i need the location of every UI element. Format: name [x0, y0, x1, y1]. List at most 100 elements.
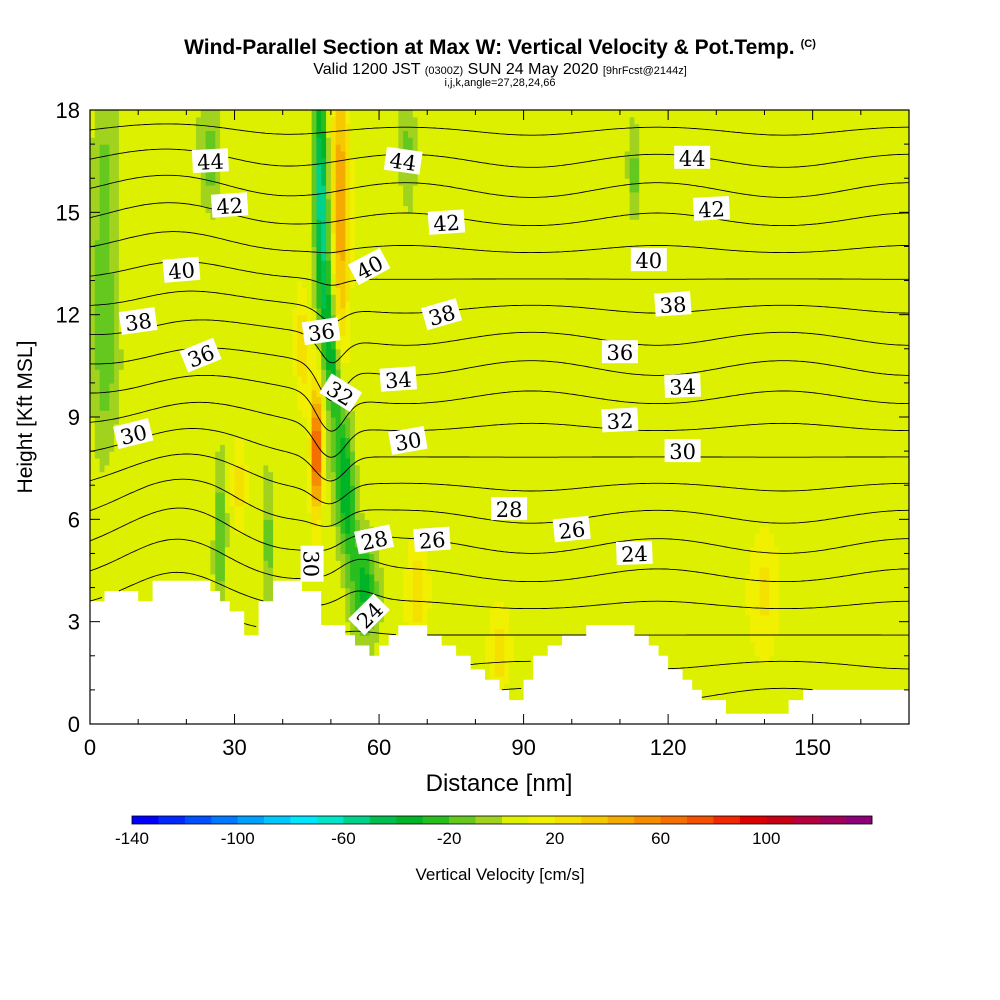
velocity-cell [721, 621, 727, 630]
velocity-cell [393, 526, 399, 534]
velocity-cell [566, 628, 573, 636]
velocity-cell [677, 601, 684, 609]
velocity-cell [600, 532, 607, 541]
velocity-cell [345, 567, 351, 575]
velocity-cell [817, 587, 823, 595]
velocity-cell [778, 553, 785, 561]
velocity-cell [518, 683, 525, 691]
velocity-cell [518, 594, 525, 602]
velocity-cell [518, 539, 525, 548]
velocity-cell [870, 546, 876, 555]
velocity-cell [176, 539, 183, 548]
velocity-cell [552, 628, 558, 636]
velocity-cell [542, 614, 549, 623]
velocity-cell [513, 655, 520, 664]
velocity-cell [725, 683, 732, 691]
velocity-cell [354, 560, 361, 568]
velocity-cell [475, 526, 481, 534]
velocity-cell [856, 628, 862, 636]
velocity-cell [538, 560, 544, 568]
velocity-cell [114, 553, 120, 561]
velocity-cell [730, 539, 737, 548]
velocity-cell [460, 628, 467, 636]
velocity-cell [552, 560, 558, 568]
velocity-cell [499, 573, 505, 582]
velocity-cell [658, 539, 664, 548]
velocity-cell [562, 539, 568, 548]
velocity-cell [880, 676, 886, 684]
velocity-cell [562, 601, 568, 609]
velocity-cell [668, 553, 674, 561]
velocity-cell [282, 539, 289, 548]
velocity-cell [701, 628, 708, 636]
subtitle-forecast: [9hrFcst@2144z] [602, 65, 687, 77]
velocity-cell [745, 580, 751, 589]
velocity-cell [778, 655, 785, 664]
velocity-cell [263, 567, 269, 575]
velocity-cell [383, 614, 390, 623]
velocity-cell [432, 621, 438, 630]
velocity-cell [711, 573, 717, 582]
velocity-cell [253, 573, 260, 582]
velocity-cell [600, 614, 607, 623]
velocity-cell [687, 648, 693, 657]
velocity-cell [451, 614, 457, 623]
velocity-cell [374, 553, 380, 561]
velocity-cell [330, 546, 337, 555]
velocity-cell [764, 662, 770, 671]
velocity-cell [706, 567, 713, 575]
velocity-cell [735, 669, 741, 677]
velocity-cell [904, 642, 909, 650]
velocity-cell [759, 662, 766, 671]
velocity-cell [566, 553, 573, 561]
velocity-cell [668, 655, 674, 664]
velocity-cell [889, 539, 896, 548]
velocity-cell [123, 573, 130, 582]
velocity-cell [610, 614, 616, 623]
velocity-cell [836, 662, 843, 671]
velocity-cell [778, 689, 785, 698]
velocity-cell [894, 601, 900, 609]
velocity-cell [220, 573, 226, 582]
velocity-cell [682, 546, 688, 555]
velocity-cell [759, 532, 766, 541]
velocity-cell [658, 526, 664, 534]
velocity-cell [774, 655, 780, 664]
velocity-cell [538, 648, 544, 657]
velocity-cell [456, 614, 462, 623]
velocity-cell [889, 621, 896, 630]
velocity-cell [750, 532, 756, 541]
velocity-cell [176, 532, 183, 541]
velocity-cell [725, 608, 732, 616]
velocity-cell [538, 614, 544, 623]
velocity-cell [335, 614, 342, 623]
velocity-cell [364, 560, 371, 568]
velocity-cell [827, 669, 833, 677]
velocity-cell [875, 553, 881, 561]
velocity-cell [248, 526, 255, 534]
velocity-cell [639, 532, 645, 541]
velocity-cell [889, 580, 896, 589]
velocity-cell [672, 662, 679, 671]
velocity-cell [875, 628, 881, 636]
velocity-cell [827, 608, 833, 616]
velocity-cell [788, 689, 794, 698]
velocity-cell [268, 560, 274, 568]
velocity-cell [672, 655, 679, 664]
velocity-cell [639, 573, 645, 582]
velocity-cell [865, 642, 872, 650]
velocity-cell [798, 655, 804, 664]
velocity-cell [475, 580, 481, 589]
velocity-cell [783, 669, 790, 677]
velocity-cell [509, 546, 515, 555]
velocity-cell [94, 539, 101, 548]
velocity-cell [841, 560, 847, 568]
velocity-cell [547, 526, 554, 534]
velocity-cell [759, 676, 766, 684]
velocity-cell [687, 560, 693, 568]
velocity-cell [697, 655, 703, 664]
velocity-cell [326, 601, 332, 609]
velocity-cell [807, 601, 814, 609]
velocity-cell [398, 601, 404, 609]
velocity-cell [456, 573, 462, 582]
